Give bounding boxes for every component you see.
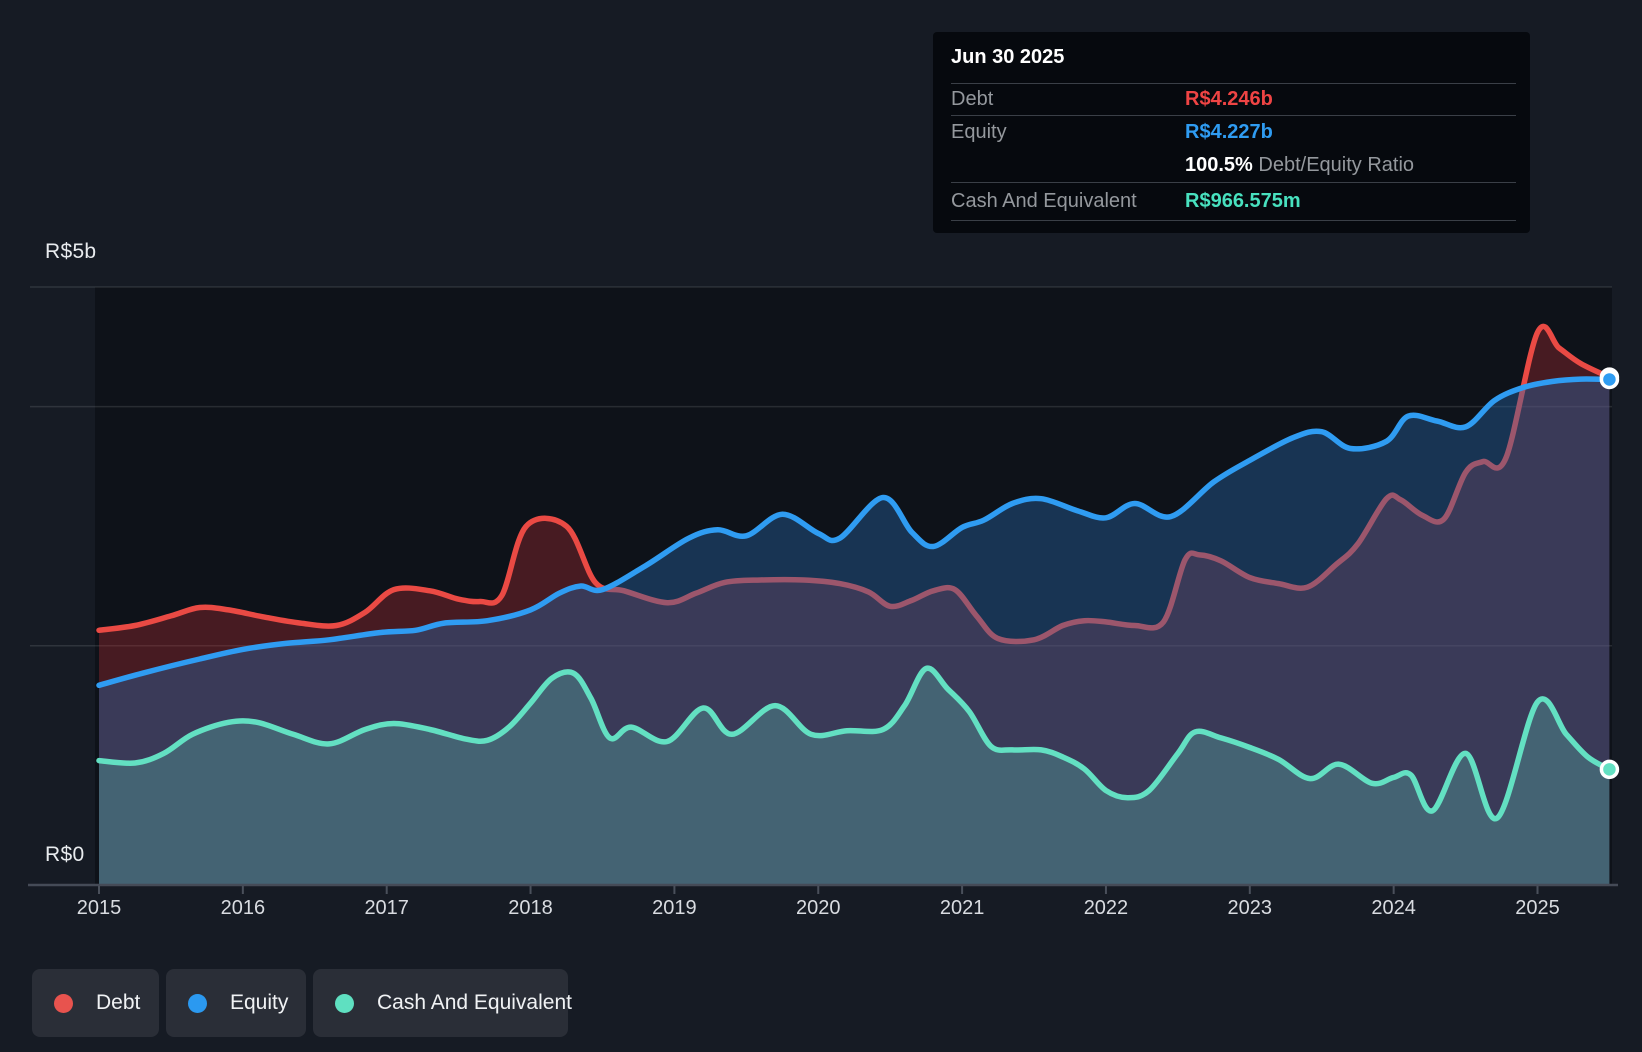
debt-area: [99, 326, 1610, 886]
x-axis-label-2022: 2022: [1083, 897, 1129, 919]
cash-and-equivalent-line: [96, 665, 1613, 822]
equity-line: [96, 376, 1613, 689]
y-axis-label-zero: R$0: [45, 843, 85, 866]
tooltip-row-equity: Equity R$4.227b 100.5% Debt/Equity Ratio: [951, 116, 1516, 183]
debt-color-dot-icon: [54, 993, 73, 1013]
chart-legend: Debt Equity Cash And Equivalent: [0, 969, 1642, 1037]
legend-item-cash[interactable]: Cash And Equivalent: [313, 969, 572, 1037]
tooltip-cash-value: R$966.575m: [1185, 190, 1301, 212]
legend-item-equity[interactable]: Equity: [166, 969, 306, 1037]
tooltip-equity-label: Equity: [951, 121, 1007, 143]
legend-equity-label: Equity: [230, 991, 289, 1014]
legend-cash-label: Cash And Equivalent: [377, 991, 572, 1014]
tooltip-cash-label: Cash And Equivalent: [951, 190, 1137, 212]
x-axis-label-2023: 2023: [1227, 897, 1273, 919]
x-axis-label-2025: 2025: [1515, 897, 1560, 919]
x-axis-label-2024: 2024: [1371, 897, 1416, 919]
legend-item-debt[interactable]: Debt: [32, 969, 159, 1037]
tooltip-equity-value: R$4.227b: [1185, 121, 1273, 143]
tooltip-ratio-row: 100.5% Debt/Equity Ratio: [951, 149, 1516, 182]
debt-line: [96, 323, 1613, 645]
tooltip-row-cash: Cash And Equivalent R$966.575m: [951, 183, 1516, 221]
cash-and-equivalent-end-marker[interactable]: [1599, 759, 1620, 780]
y-axis-label-max: R$5b: [45, 240, 97, 263]
cash-color-dot-icon: [335, 993, 354, 1013]
equity-area: [99, 379, 1610, 885]
x-axis-label-2017: 2017: [364, 897, 409, 919]
tooltip-row-debt: Debt R$4.246b: [951, 84, 1516, 116]
chart-tooltip: Jun 30 2025 Debt R$4.246b Equity R$4.227…: [933, 32, 1530, 233]
tooltip-ratio-value: 100.5% Debt/Equity Ratio: [1185, 154, 1415, 176]
legend-debt-label: Debt: [96, 991, 141, 1014]
tooltip-debt-value: R$4.246b: [1185, 88, 1273, 110]
equity-end-marker[interactable]: [1599, 369, 1620, 390]
tooltip-ratio-label: Debt/Equity Ratio: [1252, 154, 1415, 176]
x-axis-label-2015: 2015: [76, 897, 122, 919]
x-axis-label-2020: 2020: [796, 897, 841, 919]
equity-color-dot-icon: [188, 993, 207, 1013]
x-axis-label-2019: 2019: [652, 897, 697, 919]
cash-and-equivalent-area: [99, 668, 1610, 885]
tooltip-debt-label: Debt: [951, 88, 994, 110]
x-axis-label-2018: 2018: [508, 897, 553, 919]
tooltip-date: Jun 30 2025: [951, 32, 1516, 84]
x-axis-label-2021: 2021: [939, 897, 985, 919]
x-axis-label-2016: 2016: [220, 897, 266, 919]
